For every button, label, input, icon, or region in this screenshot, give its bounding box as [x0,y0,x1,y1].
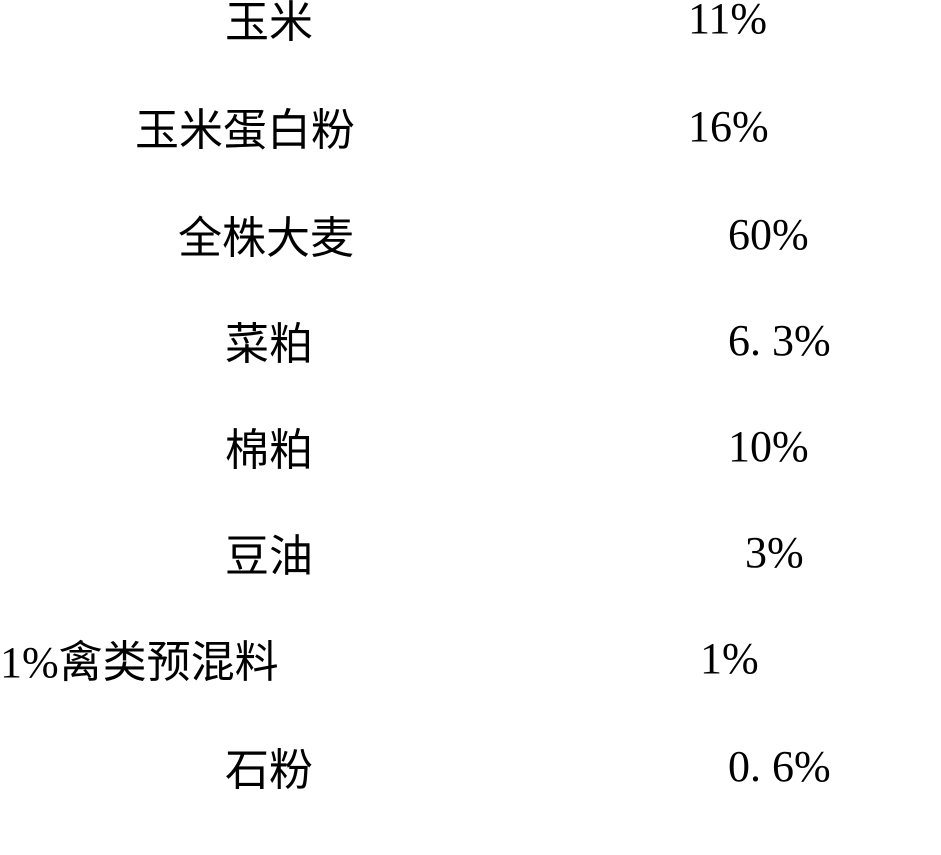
ingredient-label: 1%禽类预混料 [0,626,279,690]
ingredient-value: 10% [728,421,809,472]
ingredient-value: 0. 6% [728,741,831,792]
ingredient-table: 玉米 11% 玉米蛋白粉 16% 全株大麦 60% 菜粕 6. 3% 棉粕 10… [0,0,941,855]
ingredient-label: 石粉 [225,734,313,798]
ingredient-label: 菜粕 [225,308,313,372]
ingredient-label: 玉米蛋白粉 [135,94,355,158]
ingredient-label: 棉粕 [225,414,313,478]
ingredient-value: 6. 3% [728,315,831,366]
ingredient-value: 11% [688,0,767,44]
ingredient-label: 豆油 [225,520,313,584]
ingredient-value: 3% [745,527,804,578]
ingredient-label: 全株大麦 [178,202,354,266]
ingredient-value: 16% [688,101,769,152]
ingredient-label: 玉米 [225,0,313,50]
ingredient-value: 1% [700,633,759,684]
ingredient-value: 60% [728,209,809,260]
